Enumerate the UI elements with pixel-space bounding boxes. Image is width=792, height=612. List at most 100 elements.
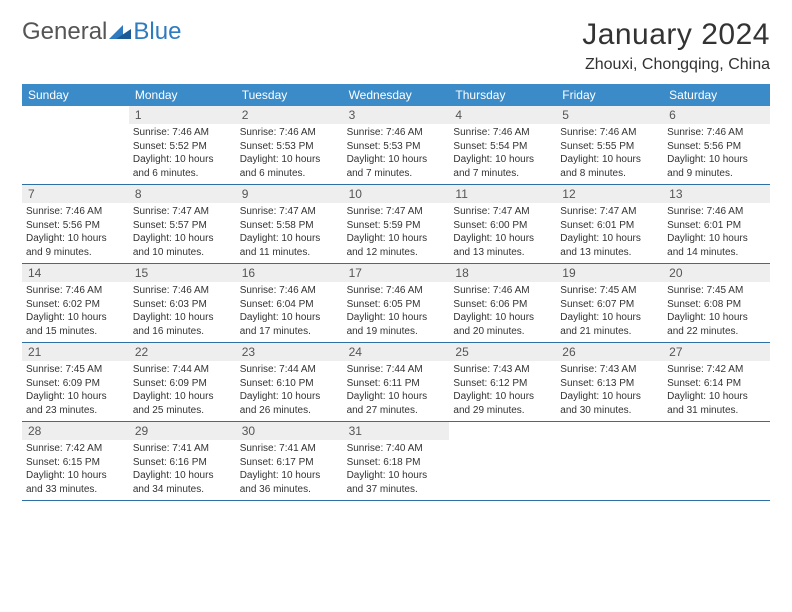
sunrise-line: Sunrise: 7:46 AM — [667, 126, 766, 140]
sunrise-line: Sunrise: 7:41 AM — [240, 442, 339, 456]
sunrise-line: Sunrise: 7:47 AM — [453, 205, 552, 219]
sunset-line: Sunset: 6:01 PM — [667, 219, 766, 233]
title-block: January 2024 Zhouxi, Chongqing, China — [582, 18, 770, 74]
day-cell: 22Sunrise: 7:44 AMSunset: 6:09 PMDayligh… — [129, 343, 236, 421]
sunset-line: Sunset: 6:05 PM — [347, 298, 446, 312]
weekday-header: Friday — [556, 84, 663, 106]
sunrise-line: Sunrise: 7:44 AM — [133, 363, 232, 377]
sunset-line: Sunset: 6:13 PM — [560, 377, 659, 391]
day-number: 1 — [129, 106, 236, 124]
day-number: 26 — [556, 343, 663, 361]
sunset-line: Sunset: 5:53 PM — [240, 140, 339, 154]
logo-text-2: Blue — [133, 18, 181, 46]
daylight-line: Daylight: 10 hours and 26 minutes. — [240, 390, 339, 417]
daylight-line: Daylight: 10 hours and 14 minutes. — [667, 232, 766, 259]
week-row: 7Sunrise: 7:46 AMSunset: 5:56 PMDaylight… — [22, 185, 770, 264]
daylight-line: Daylight: 10 hours and 25 minutes. — [133, 390, 232, 417]
sunset-line: Sunset: 6:04 PM — [240, 298, 339, 312]
day-detail: Sunrise: 7:46 AMSunset: 5:56 PMDaylight:… — [22, 203, 129, 263]
sunset-line: Sunset: 5:52 PM — [133, 140, 232, 154]
daylight-line: Daylight: 10 hours and 10 minutes. — [133, 232, 232, 259]
daylight-line: Daylight: 10 hours and 9 minutes. — [667, 153, 766, 180]
sunset-line: Sunset: 6:08 PM — [667, 298, 766, 312]
day-detail: Sunrise: 7:43 AMSunset: 6:13 PMDaylight:… — [556, 361, 663, 421]
sunset-line: Sunset: 5:53 PM — [347, 140, 446, 154]
sunset-line: Sunset: 5:59 PM — [347, 219, 446, 233]
day-detail: Sunrise: 7:46 AMSunset: 6:02 PMDaylight:… — [22, 282, 129, 342]
day-number: 31 — [343, 422, 450, 440]
sunset-line: Sunset: 5:56 PM — [26, 219, 125, 233]
day-cell: 25Sunrise: 7:43 AMSunset: 6:12 PMDayligh… — [449, 343, 556, 421]
daylight-line: Daylight: 10 hours and 6 minutes. — [133, 153, 232, 180]
weekday-header: Sunday — [22, 84, 129, 106]
sunrise-line: Sunrise: 7:46 AM — [240, 126, 339, 140]
day-number: 8 — [129, 185, 236, 203]
day-cell: 17Sunrise: 7:46 AMSunset: 6:05 PMDayligh… — [343, 264, 450, 342]
day-number: 20 — [663, 264, 770, 282]
sunset-line: Sunset: 6:06 PM — [453, 298, 552, 312]
weekday-header-row: SundayMondayTuesdayWednesdayThursdayFrid… — [22, 84, 770, 106]
sunset-line: Sunset: 5:56 PM — [667, 140, 766, 154]
sunset-line: Sunset: 6:17 PM — [240, 456, 339, 470]
daylight-line: Daylight: 10 hours and 30 minutes. — [560, 390, 659, 417]
day-number: 14 — [22, 264, 129, 282]
day-number: 23 — [236, 343, 343, 361]
day-cell: 13Sunrise: 7:46 AMSunset: 6:01 PMDayligh… — [663, 185, 770, 263]
sunset-line: Sunset: 6:02 PM — [26, 298, 125, 312]
day-cell: 9Sunrise: 7:47 AMSunset: 5:58 PMDaylight… — [236, 185, 343, 263]
daylight-line: Daylight: 10 hours and 17 minutes. — [240, 311, 339, 338]
sunrise-line: Sunrise: 7:46 AM — [347, 126, 446, 140]
sunrise-line: Sunrise: 7:46 AM — [133, 126, 232, 140]
sunset-line: Sunset: 6:15 PM — [26, 456, 125, 470]
sunset-line: Sunset: 6:18 PM — [347, 456, 446, 470]
day-detail: Sunrise: 7:46 AMSunset: 5:56 PMDaylight:… — [663, 124, 770, 184]
sunrise-line: Sunrise: 7:47 AM — [133, 205, 232, 219]
day-number: 28 — [22, 422, 129, 440]
day-cell: 4Sunrise: 7:46 AMSunset: 5:54 PMDaylight… — [449, 106, 556, 184]
day-cell: 21Sunrise: 7:45 AMSunset: 6:09 PMDayligh… — [22, 343, 129, 421]
daylight-line: Daylight: 10 hours and 9 minutes. — [26, 232, 125, 259]
weekday-header: Wednesday — [343, 84, 450, 106]
sunrise-line: Sunrise: 7:40 AM — [347, 442, 446, 456]
day-cell: 29Sunrise: 7:41 AMSunset: 6:16 PMDayligh… — [129, 422, 236, 500]
logo-icon — [109, 18, 131, 46]
daylight-line: Daylight: 10 hours and 22 minutes. — [667, 311, 766, 338]
day-detail: Sunrise: 7:46 AMSunset: 6:06 PMDaylight:… — [449, 282, 556, 342]
day-number: 12 — [556, 185, 663, 203]
sunrise-line: Sunrise: 7:42 AM — [26, 442, 125, 456]
day-number: 6 — [663, 106, 770, 124]
day-detail: Sunrise: 7:45 AMSunset: 6:08 PMDaylight:… — [663, 282, 770, 342]
day-detail: Sunrise: 7:40 AMSunset: 6:18 PMDaylight:… — [343, 440, 450, 500]
day-number: 29 — [129, 422, 236, 440]
week-row: 21Sunrise: 7:45 AMSunset: 6:09 PMDayligh… — [22, 343, 770, 422]
daylight-line: Daylight: 10 hours and 21 minutes. — [560, 311, 659, 338]
day-cell: 7Sunrise: 7:46 AMSunset: 5:56 PMDaylight… — [22, 185, 129, 263]
day-number: 22 — [129, 343, 236, 361]
day-detail: Sunrise: 7:46 AMSunset: 6:05 PMDaylight:… — [343, 282, 450, 342]
day-detail: Sunrise: 7:46 AMSunset: 5:53 PMDaylight:… — [343, 124, 450, 184]
daylight-line: Daylight: 10 hours and 7 minutes. — [453, 153, 552, 180]
logo: General Blue — [22, 18, 181, 46]
day-detail: Sunrise: 7:41 AMSunset: 6:16 PMDaylight:… — [129, 440, 236, 500]
sunrise-line: Sunrise: 7:46 AM — [240, 284, 339, 298]
day-detail: Sunrise: 7:47 AMSunset: 5:58 PMDaylight:… — [236, 203, 343, 263]
day-cell: 23Sunrise: 7:44 AMSunset: 6:10 PMDayligh… — [236, 343, 343, 421]
day-cell: 11Sunrise: 7:47 AMSunset: 6:00 PMDayligh… — [449, 185, 556, 263]
day-number: 27 — [663, 343, 770, 361]
daylight-line: Daylight: 10 hours and 27 minutes. — [347, 390, 446, 417]
day-cell: 26Sunrise: 7:43 AMSunset: 6:13 PMDayligh… — [556, 343, 663, 421]
sunrise-line: Sunrise: 7:46 AM — [347, 284, 446, 298]
sunrise-line: Sunrise: 7:47 AM — [347, 205, 446, 219]
daylight-line: Daylight: 10 hours and 33 minutes. — [26, 469, 125, 496]
sunrise-line: Sunrise: 7:47 AM — [240, 205, 339, 219]
daylight-line: Daylight: 10 hours and 15 minutes. — [26, 311, 125, 338]
daylight-line: Daylight: 10 hours and 29 minutes. — [453, 390, 552, 417]
sunset-line: Sunset: 6:07 PM — [560, 298, 659, 312]
weekday-header: Tuesday — [236, 84, 343, 106]
day-number: 13 — [663, 185, 770, 203]
day-detail: Sunrise: 7:46 AMSunset: 5:55 PMDaylight:… — [556, 124, 663, 184]
day-cell: 19Sunrise: 7:45 AMSunset: 6:07 PMDayligh… — [556, 264, 663, 342]
day-cell: 3Sunrise: 7:46 AMSunset: 5:53 PMDaylight… — [343, 106, 450, 184]
day-cell: 14Sunrise: 7:46 AMSunset: 6:02 PMDayligh… — [22, 264, 129, 342]
empty-cell — [449, 422, 556, 500]
